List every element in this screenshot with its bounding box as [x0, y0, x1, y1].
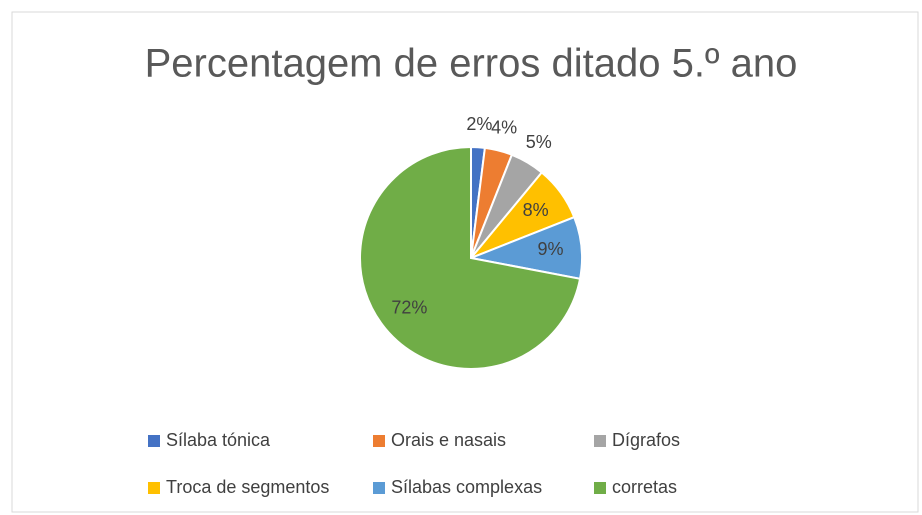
- legend-label: Sílabas complexas: [391, 477, 542, 497]
- legend-marker: [373, 435, 385, 447]
- data-label: 5%: [526, 132, 552, 152]
- data-label: 2%: [466, 114, 492, 134]
- data-label: 4%: [491, 118, 517, 138]
- legend-label: Sílaba tónica: [166, 430, 271, 450]
- legend-marker: [594, 482, 606, 494]
- legend-marker: [148, 435, 160, 447]
- legend-marker: [148, 482, 160, 494]
- legend-marker: [594, 435, 606, 447]
- pie-slice: [359, 145, 582, 370]
- data-label: 9%: [538, 239, 564, 259]
- legend-label: corretas: [612, 477, 677, 497]
- legend-label: Dígrafos: [612, 430, 680, 450]
- legend-label: Troca de segmentos: [166, 477, 329, 497]
- data-label: 8%: [523, 200, 549, 220]
- data-label: 72%: [391, 298, 427, 318]
- legend-marker: [373, 482, 385, 494]
- chart-title: Percentagem de erros ditado 5.º ano: [145, 42, 798, 86]
- legend-label: Orais e nasais: [391, 430, 506, 450]
